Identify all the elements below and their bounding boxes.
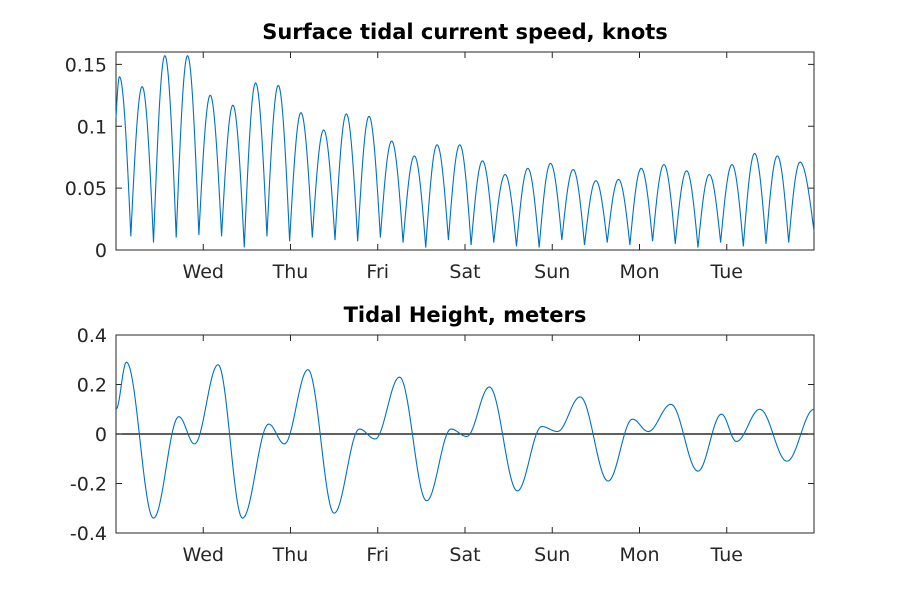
x-tick-label: Sat	[449, 261, 480, 283]
x-tick-label: Mon	[619, 544, 659, 566]
x-tick-label: Wed	[183, 261, 224, 283]
y-tick-label: 0.2	[77, 375, 107, 397]
x-tick-label: Sun	[534, 261, 570, 283]
current-speed-chart: Surface tidal current speed, knots 0 0.05…	[65, 20, 815, 283]
y-tick-label: 0	[95, 240, 107, 262]
x-tick-label: Tue	[710, 261, 743, 283]
x-tick-label: Thu	[272, 544, 309, 566]
x-tick-label: Sun	[534, 544, 570, 566]
y-tick-label: 0	[95, 424, 107, 446]
y-tick-label: 0.1	[77, 116, 107, 138]
tidal-height-chart: Tidal Height, meters -0.4 -0.2 0 0.2 0.4 Wed T…	[70, 303, 815, 566]
current-speed-series-line	[115, 54, 815, 248]
x-tick-label: Thu	[272, 261, 309, 283]
x-tick-label: Wed	[183, 544, 224, 566]
y-tick-label: 0.4	[77, 325, 107, 347]
current-speed-axes	[115, 51, 815, 251]
x-tick-label: Mon	[619, 261, 659, 283]
x-tick-label: Tue	[710, 544, 743, 566]
y-tick-label: 0.05	[65, 178, 107, 200]
current-speed-title: Surface tidal current speed, knots	[262, 20, 668, 44]
tidal-height-series-line	[115, 361, 815, 519]
tidal-height-title: Tidal Height, meters	[344, 303, 587, 327]
x-tick-label: Fri	[366, 544, 389, 566]
y-tick-label: -0.2	[70, 474, 107, 496]
x-tick-label: Fri	[366, 261, 389, 283]
y-tick-label: -0.4	[70, 523, 107, 545]
x-tick-label: Sat	[449, 544, 480, 566]
y-tick-label: 0.15	[65, 54, 107, 76]
